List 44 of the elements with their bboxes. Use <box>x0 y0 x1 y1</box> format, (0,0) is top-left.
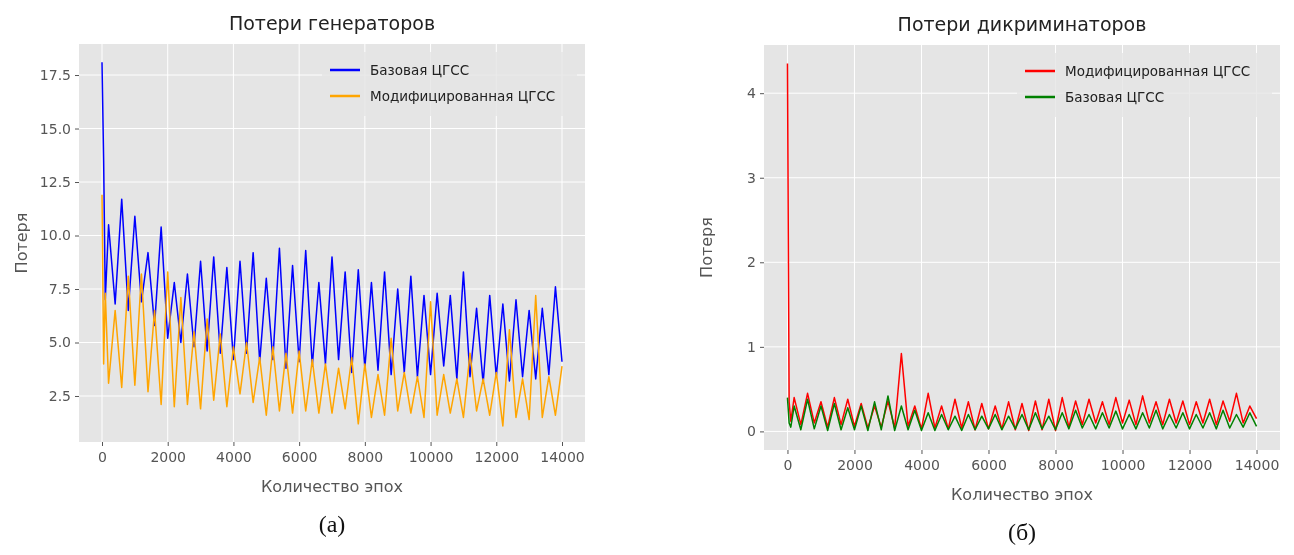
line-series <box>786 395 1258 432</box>
y-tick-label: 15.0 <box>39 120 71 137</box>
y-axis-title: Потеря <box>12 212 31 274</box>
text: (б) <box>1007 519 1037 545</box>
x-axis-title: Количество эпох <box>951 485 1093 504</box>
y-tick-label: 10.0 <box>39 227 71 244</box>
y-tick-label: 17.5 <box>39 67 71 84</box>
chart-title: Потери генераторов <box>228 12 436 34</box>
legend-label: Модифицированная ЦГСС <box>1065 63 1251 79</box>
line-series <box>101 194 563 427</box>
y-tick-label: 0 <box>747 423 756 440</box>
y-axis-title: Потеря <box>697 217 716 278</box>
x-tick-label: 2000 <box>150 448 187 465</box>
x-tick-label: 8000 <box>1038 456 1074 473</box>
legend-label: Базовая ЦГСС <box>1065 89 1165 105</box>
text: (a) <box>318 511 346 537</box>
line-series <box>786 62 1258 432</box>
y-tick-label: 4 <box>747 85 757 102</box>
y-tick-label: 7.5 <box>48 280 71 297</box>
x-tick-label: 6000 <box>281 448 318 465</box>
x-tick-label: 4000 <box>216 448 252 465</box>
line-series <box>101 61 563 384</box>
x-tick-label: 12000 <box>1167 456 1213 473</box>
x-tick-label: 6000 <box>971 456 1007 473</box>
x-tick-label: 12000 <box>474 448 520 465</box>
x-tick-label: 4000 <box>904 456 940 473</box>
x-tick-label: 10000 <box>1100 456 1146 473</box>
y-tick-label: 5.0 <box>48 334 71 351</box>
chart-title: Потери дикриминаторов <box>897 13 1147 35</box>
y-tick-label: 2 <box>747 254 756 271</box>
x-tick-label: 2000 <box>837 456 873 473</box>
x-tick-label: 8000 <box>347 448 384 465</box>
legend-label: Базовая ЦГСС <box>370 62 470 78</box>
x-tick-label: 14000 <box>540 448 585 465</box>
x-tick-label: 10000 <box>408 448 454 465</box>
x-tick-label: 14000 <box>1234 456 1280 473</box>
x-axis-title: Количество эпох <box>261 477 403 496</box>
x-tick-label: 0 <box>783 456 793 473</box>
x-tick-label: 0 <box>98 448 107 465</box>
y-tick-label: 12.5 <box>39 174 71 190</box>
y-tick-label: 3 <box>747 169 756 186</box>
y-tick-label: 1 <box>747 338 756 355</box>
y-tick-label: 2.5 <box>48 387 71 404</box>
legend-label: Модифицированная ЦГСС <box>370 88 556 104</box>
